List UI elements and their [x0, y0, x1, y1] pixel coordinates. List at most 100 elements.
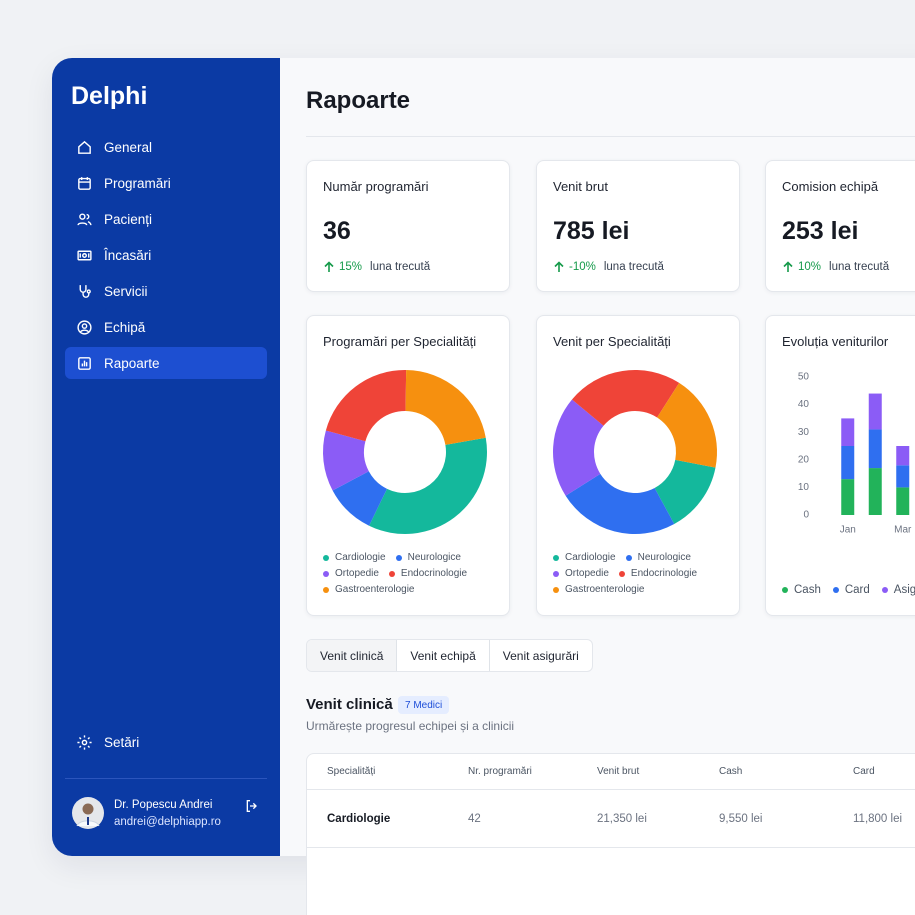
table-cell: 42 [468, 813, 481, 825]
legend-swatch [625, 554, 632, 561]
section-title: Venit clinică [306, 696, 393, 713]
legend-label: Gastroenterologie [335, 584, 415, 595]
y-tick-label: 10 [798, 482, 810, 493]
stat-label: Număr programări [323, 179, 429, 194]
donut-slice [657, 382, 717, 468]
stat-period: luna trecută [829, 261, 890, 273]
legend-label: Neurologice [637, 552, 691, 563]
nav-item[interactable]: Rapoarte [65, 347, 267, 379]
y-tick-label: 40 [798, 399, 810, 410]
chart: 0 10 20 30 40 50 Jan Mar [798, 372, 912, 536]
legend-item: Gastroenterologie [553, 584, 645, 595]
bar-segment [841, 479, 855, 515]
stat-card: Comision echipă 253 lei 10% luna trecută [765, 160, 915, 292]
legend-swatch [323, 554, 329, 561]
divider [65, 778, 267, 779]
nav-item[interactable]: Servicii [65, 275, 267, 307]
bar-segment [868, 393, 882, 430]
legend-swatch [395, 554, 402, 561]
legend-label: Cardiologie [335, 552, 386, 563]
legend-swatch [553, 570, 559, 577]
nav-item[interactable]: Pacienți [65, 203, 267, 235]
nav-item[interactable]: General [65, 131, 267, 163]
legend-label: Ortopedie [565, 568, 609, 579]
nav-icon [79, 284, 91, 298]
legend-item: Cash [782, 584, 821, 596]
nav-label: Rapoarte [104, 355, 160, 371]
legend-item: Neurologice [625, 552, 691, 563]
logout-icon[interactable] [244, 798, 260, 814]
table: Specialități Nr. programări Venit brut Cash… [306, 753, 915, 915]
brand: Delphi [71, 82, 148, 110]
bar-segment [896, 446, 910, 466]
user-email: andrei@delphiapp.ro [114, 816, 221, 828]
legend-item: Gastroenterologie [323, 584, 415, 595]
user-name: Dr. Popescu Andrei [114, 799, 213, 811]
legend-label: Endocrinologie [630, 568, 698, 579]
column-header: Nr. programări [468, 766, 532, 777]
legend-item: Cardiologie [553, 552, 616, 563]
tab[interactable]: Venit asigurări [502, 648, 579, 663]
arrow-up-icon [783, 261, 793, 272]
x-tick-label: Mar [894, 525, 912, 536]
bar-segment [868, 429, 882, 469]
legend-swatch [323, 586, 329, 593]
nav-label: Pacienți [104, 211, 153, 227]
legend-item: Ortopedie [553, 568, 609, 579]
bar-segment [841, 418, 855, 446]
chart-title: Venit per Specialități [553, 334, 671, 349]
settings-link[interactable]: Setări [65, 726, 267, 758]
stat-label: Venit brut [553, 179, 608, 194]
nav-item[interactable]: Programări [65, 167, 267, 199]
tab-bar: Venit clinică Venit echipă Venit asigurări [306, 639, 593, 672]
bar-segment [896, 465, 910, 488]
legend-swatch [832, 587, 839, 593]
column-header: Venit brut [597, 766, 640, 777]
tab[interactable]: Venit clinică [307, 640, 398, 671]
sidebar [52, 58, 280, 856]
legend-label: Ortopedie [335, 568, 379, 579]
row-divider [307, 847, 915, 848]
legend-swatch [388, 570, 395, 577]
donut-slice [565, 473, 675, 534]
chart-title: Evoluția veniturilor [782, 334, 889, 349]
stat-value: 785 lei [553, 217, 630, 245]
nav-icon [77, 319, 92, 335]
y-tick-label: 0 [803, 510, 809, 521]
legend-item: Card [832, 584, 870, 596]
nav-icon [78, 140, 91, 154]
nav-icon [78, 176, 91, 190]
legend-label: Endocrinologie [400, 568, 468, 579]
chart [553, 370, 717, 534]
donut-slice [332, 471, 388, 526]
legend-swatch [323, 570, 329, 577]
nav-label: Servicii [104, 283, 148, 299]
donut-slice [369, 437, 487, 534]
bar-segment [896, 487, 910, 515]
legend-label: Neurologice [407, 552, 461, 563]
legend-item: Ortopedie [323, 568, 379, 579]
nav-label: Echipă [104, 319, 146, 335]
settings-icon [77, 734, 92, 750]
y-tick-label: 30 [798, 427, 810, 438]
nav-item[interactable]: Încasări [65, 239, 267, 271]
nav-item[interactable]: Echipă [65, 311, 267, 343]
chart-title: Programări per Specialități [323, 334, 477, 349]
legend-swatch [782, 587, 788, 593]
stat-card: Venit brut 785 lei -10% luna trecută [536, 160, 740, 292]
stat-change: 10% luna trecută [782, 261, 889, 273]
stat-change-value: -10% [569, 261, 596, 273]
legend-swatch [553, 554, 559, 561]
legend-label: Asigurări [893, 584, 915, 596]
tab[interactable]: Venit echipă [397, 640, 490, 671]
y-tick-label: 50 [798, 372, 810, 383]
nav-icon [77, 212, 92, 225]
page-title: Rapoarte [306, 87, 411, 114]
table-cell: 21,350 lei [597, 813, 647, 825]
stat-change-value: 10% [798, 261, 822, 273]
chart-card: Evoluția veniturilor 0 10 20 30 40 50 Jan Mar Cas… [765, 315, 915, 616]
stat-label: Comision echipă [782, 179, 879, 194]
arrow-up-icon [554, 261, 564, 272]
settings-label: Setări [104, 734, 140, 750]
donut-slice [654, 459, 716, 524]
